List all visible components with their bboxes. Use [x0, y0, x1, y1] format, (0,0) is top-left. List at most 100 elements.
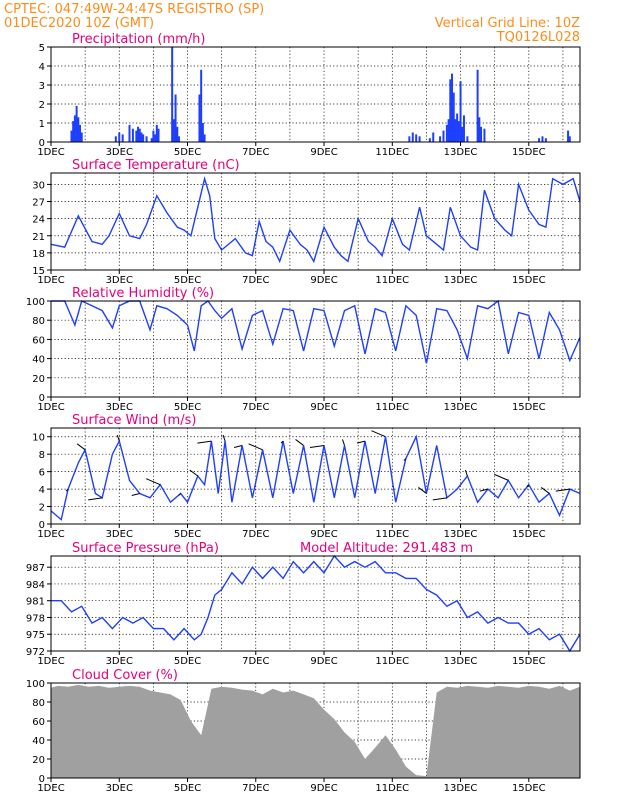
precip-bar	[447, 119, 450, 142]
y-tick-label: 6	[39, 468, 45, 479]
precip-bar	[75, 105, 78, 142]
wind-arrow	[76, 443, 86, 451]
x-tick-label: 1DEC	[37, 147, 64, 158]
model-code: TQ0126L028	[496, 30, 580, 45]
precip-bar	[177, 136, 180, 142]
precip-bar	[155, 124, 158, 142]
panel-title: Surface Pressure (hPa)	[72, 541, 219, 556]
precip-bar	[541, 136, 544, 142]
station-header: CPTEC: 047:49W-24:47S REGISTRO (SP)	[4, 2, 264, 17]
panel-frame	[50, 427, 581, 525]
precip-bar	[452, 92, 455, 142]
x-tick-label: 7DEC	[242, 529, 269, 540]
series-line	[50, 175, 581, 264]
precip-bar	[478, 117, 481, 142]
y-tick-label: 3	[39, 81, 45, 92]
x-tick-label: 13DEC	[444, 147, 478, 158]
series-line	[51, 299, 581, 364]
x-tick-label: 13DEC	[444, 402, 478, 413]
y-tick-label: 984	[26, 580, 45, 591]
wind-arrow	[494, 473, 509, 481]
precip-bar	[154, 134, 157, 142]
y-tick-label: 0	[39, 520, 45, 531]
precip-bar	[428, 138, 431, 142]
panel-title: Relative Humidity (%)	[72, 286, 214, 301]
precip-bar	[483, 128, 486, 142]
precip-bar	[439, 136, 442, 142]
grid-note: Vertical Grid Line: 10Z	[435, 16, 580, 31]
x-tick-label: 15DEC	[512, 402, 546, 413]
precip-bar	[544, 138, 547, 142]
panel-2: Relative Humidity (%) 0 20 40 60 80 100 1DEC 3DE…	[26, 286, 581, 413]
precip-bar	[138, 128, 141, 142]
wind-arrow	[222, 434, 226, 442]
wind-arrow	[403, 458, 407, 461]
x-tick-label: 5DEC	[174, 783, 201, 794]
y-tick-label: 80	[32, 316, 45, 327]
y-tick-label: 100	[26, 679, 45, 690]
x-tick-label: 15DEC	[512, 529, 546, 540]
y-tick-label: 18	[32, 249, 45, 260]
wind-arrow	[178, 493, 182, 496]
panel-annotation: Model Altitude: 291.483 m	[300, 541, 473, 556]
precip-bar	[203, 134, 206, 142]
panel-4: Surface Pressure (hPa) Model Altitude: 29…	[26, 541, 581, 667]
x-tick-label: 11DEC	[375, 275, 409, 286]
panel-frame	[50, 46, 581, 143]
precip-bar	[131, 128, 134, 142]
precip-bar	[457, 121, 460, 142]
y-tick-label: 975	[26, 630, 45, 641]
panels: Precipitation (mm/h) 0 1 2 3 4 5 1DEC 3DEC 5DEC 7D…	[26, 32, 581, 794]
precip-bar	[451, 73, 454, 142]
cloud-area	[51, 684, 580, 778]
y-tick-label: 30	[32, 180, 45, 191]
y-tick-label: 40	[32, 736, 45, 747]
precip-bar	[135, 130, 138, 142]
x-tick-label: 3DEC	[106, 275, 133, 286]
wind-arrow	[248, 443, 263, 451]
y-tick-label: 60	[32, 717, 45, 728]
wind-arrow	[479, 488, 488, 492]
wind-arrow	[234, 444, 243, 448]
y-tick-label: 8	[39, 450, 45, 461]
x-tick-label: 15DEC	[512, 147, 546, 158]
wind-arrow	[88, 497, 103, 501]
x-tick-label: 11DEC	[375, 783, 409, 794]
precip-bar	[411, 132, 414, 142]
precip-bar	[152, 130, 155, 142]
y-tick-label: 21	[32, 232, 45, 243]
x-tick-label: 13DEC	[444, 783, 478, 794]
panel-title: Surface Wind (m/s)	[72, 413, 196, 428]
y-tick-label: 4	[39, 485, 45, 496]
precip-bar	[176, 126, 179, 142]
series-line	[51, 554, 581, 653]
precip-bar	[145, 136, 148, 142]
wind-arrow	[464, 469, 468, 477]
y-tick-label: 100	[26, 297, 45, 308]
precip-bar	[118, 132, 121, 142]
y-tick-label: 20	[32, 755, 45, 766]
precip-bar	[79, 124, 82, 142]
panel-frame	[50, 172, 581, 271]
x-tick-label: 7DEC	[242, 656, 269, 667]
x-tick-label: 13DEC	[444, 529, 478, 540]
x-tick-label: 7DEC	[242, 147, 269, 158]
precip-bar	[70, 130, 73, 142]
wind-arrow	[526, 484, 530, 488]
wind-arrow	[131, 492, 140, 496]
precip-bar	[80, 132, 83, 142]
panel-title: Cloud Cover (%)	[72, 668, 178, 683]
y-tick-label: 40	[32, 355, 45, 366]
precip-bar	[568, 136, 571, 142]
precip-bar	[442, 130, 445, 142]
x-tick-label: 1DEC	[37, 402, 64, 413]
y-tick-label: 4	[39, 62, 45, 73]
x-tick-label: 5DEC	[174, 656, 201, 667]
x-tick-label: 11DEC	[375, 147, 409, 158]
x-tick-label: 7DEC	[242, 402, 269, 413]
precip-bar	[150, 138, 153, 142]
precip-bar	[137, 126, 140, 142]
precip-bar	[408, 136, 411, 142]
wind-arrow	[540, 487, 550, 494]
x-tick-label: 5DEC	[174, 275, 201, 286]
